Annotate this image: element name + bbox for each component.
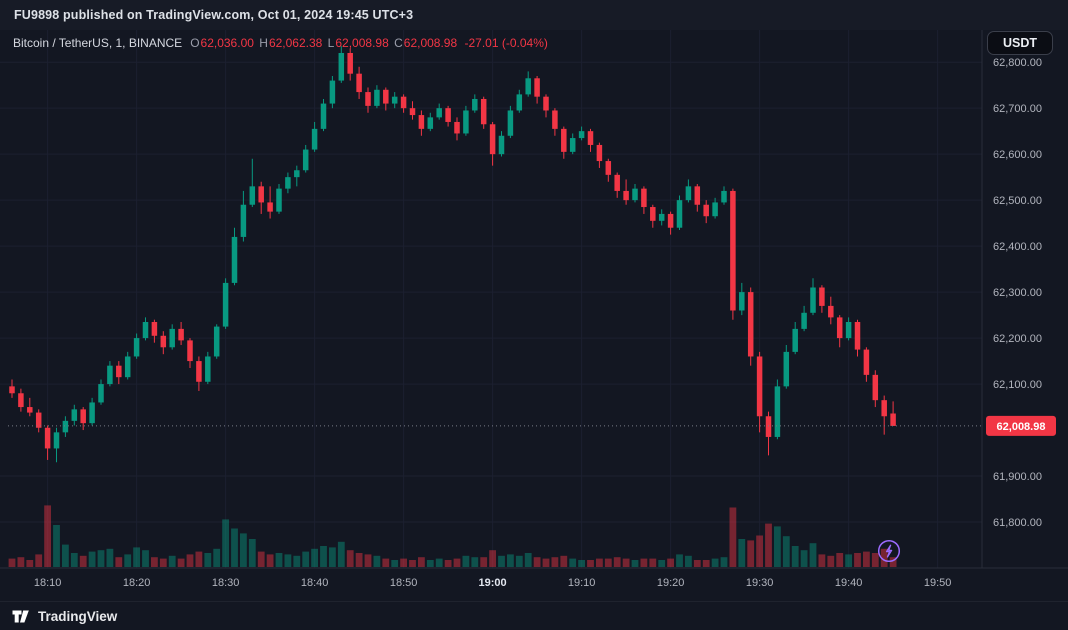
tradingview-brand-text[interactable]: TradingView bbox=[38, 608, 118, 624]
close-label: C bbox=[394, 36, 403, 50]
currency-toggle-button[interactable]: USDT bbox=[986, 31, 1053, 55]
volume-bars bbox=[8, 505, 897, 567]
svg-text:19:40: 19:40 bbox=[835, 577, 863, 589]
svg-text:62,400.00: 62,400.00 bbox=[993, 241, 1042, 253]
svg-text:62,008.98: 62,008.98 bbox=[997, 421, 1046, 433]
svg-text:62,200.00: 62,200.00 bbox=[993, 333, 1042, 345]
svg-text:18:30: 18:30 bbox=[212, 577, 240, 589]
svg-text:19:00: 19:00 bbox=[479, 577, 507, 589]
svg-text:19:50: 19:50 bbox=[924, 577, 952, 589]
close-value: 62,008.98 bbox=[403, 36, 458, 50]
svg-text:19:30: 19:30 bbox=[746, 577, 774, 589]
top-strip bbox=[0, 0, 1068, 30]
svg-text:62,800.00: 62,800.00 bbox=[993, 57, 1042, 69]
flash-boost-icon[interactable] bbox=[876, 538, 902, 564]
svg-text:19:20: 19:20 bbox=[657, 577, 685, 589]
symbol-title[interactable]: Bitcoin / TetherUS, 1, BINANCE bbox=[13, 36, 183, 50]
svg-text:62,100.00: 62,100.00 bbox=[993, 379, 1042, 391]
svg-text:61,900.00: 61,900.00 bbox=[993, 471, 1042, 483]
svg-text:62,700.00: 62,700.00 bbox=[993, 103, 1042, 115]
high-value: 62,062.38 bbox=[268, 36, 323, 50]
svg-text:18:20: 18:20 bbox=[123, 577, 151, 589]
open-value: 62,036.00 bbox=[200, 36, 254, 50]
svg-text:62,500.00: 62,500.00 bbox=[993, 195, 1042, 207]
svg-text:62,300.00: 62,300.00 bbox=[993, 287, 1042, 299]
publish-note: FU9898 published on TradingView.com, Oct… bbox=[14, 8, 414, 22]
svg-text:61,800.00: 61,800.00 bbox=[993, 517, 1042, 529]
svg-text:62,600.00: 62,600.00 bbox=[993, 149, 1042, 161]
last-price-badge: 62,008.98 bbox=[986, 415, 1056, 436]
high-label: H bbox=[259, 36, 268, 50]
axis-separators bbox=[0, 30, 1068, 569]
change-value: -27.01 (-0.04%) bbox=[464, 36, 548, 50]
chart-legend[interactable]: Bitcoin / TetherUS, 1, BINANCE O62,036.0… bbox=[13, 36, 548, 50]
low-label: L bbox=[327, 36, 335, 50]
svg-text:18:40: 18:40 bbox=[301, 577, 329, 589]
svg-text:18:50: 18:50 bbox=[390, 577, 418, 589]
footer-bar: TradingView bbox=[0, 601, 1068, 630]
tradingview-logo-icon[interactable] bbox=[12, 608, 31, 625]
svg-text:19:10: 19:10 bbox=[568, 577, 596, 589]
price-axis-labels: 62,800.00 62,700.00 62,600.00 62,500.00 62,4… bbox=[993, 57, 1042, 529]
grid-lines bbox=[0, 30, 982, 568]
svg-text:18:10: 18:10 bbox=[34, 577, 62, 589]
low-value: 62,008.98 bbox=[335, 36, 389, 50]
open-label: O bbox=[190, 36, 200, 50]
time-axis-labels: 18:10 18:20 18:30 18:40 18:50 19:00 19:10 19:20… bbox=[34, 577, 952, 589]
candles bbox=[9, 46, 896, 463]
